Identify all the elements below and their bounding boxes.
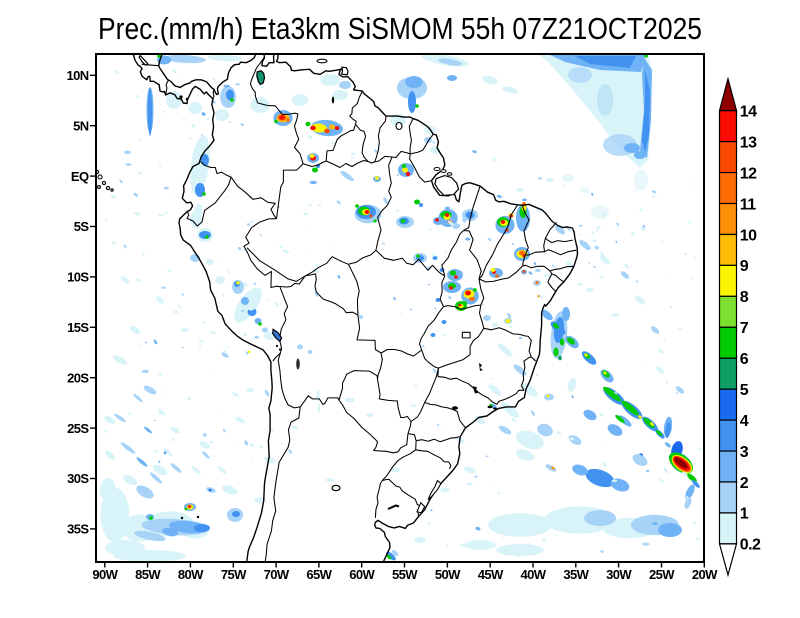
svg-text:15S: 15S [67, 320, 89, 335]
svg-text:7: 7 [740, 320, 749, 337]
svg-text:13: 13 [740, 134, 757, 151]
svg-text:4: 4 [740, 413, 749, 430]
svg-text:70W: 70W [264, 567, 290, 582]
svg-text:75W: 75W [221, 567, 247, 582]
svg-text:12: 12 [740, 165, 757, 182]
svg-text:9: 9 [740, 258, 749, 275]
svg-text:20W: 20W [692, 567, 718, 582]
svg-text:25W: 25W [649, 567, 675, 582]
svg-text:2: 2 [740, 475, 749, 492]
svg-text:5: 5 [740, 382, 749, 399]
svg-text:50W: 50W [435, 567, 461, 582]
svg-text:10S: 10S [67, 270, 89, 285]
svg-text:EQ: EQ [71, 169, 89, 184]
svg-text:5N: 5N [73, 118, 89, 133]
svg-text:8: 8 [740, 289, 749, 306]
svg-text:90W: 90W [92, 567, 118, 582]
svg-text:30W: 30W [606, 567, 632, 582]
svg-text:35W: 35W [563, 567, 589, 582]
svg-text:Prec.(mm/h) Eta3km SiSMOM 55h: Prec.(mm/h) Eta3km SiSMOM 55h 07Z21OCT20… [98, 11, 702, 46]
svg-text:55W: 55W [392, 567, 418, 582]
svg-text:65W: 65W [306, 567, 332, 582]
svg-text:10: 10 [740, 227, 757, 244]
svg-text:80W: 80W [178, 567, 204, 582]
svg-text:25S: 25S [67, 421, 89, 436]
svg-text:3: 3 [740, 444, 749, 461]
svg-text:0.2: 0.2 [740, 537, 761, 554]
svg-text:45W: 45W [478, 567, 504, 582]
svg-text:10N: 10N [66, 68, 88, 83]
svg-text:85W: 85W [135, 567, 161, 582]
svg-text:60W: 60W [349, 567, 375, 582]
svg-text:35S: 35S [67, 522, 89, 537]
svg-text:40W: 40W [521, 567, 547, 582]
svg-text:1: 1 [740, 506, 749, 523]
svg-text:14: 14 [740, 104, 757, 121]
svg-text:6: 6 [740, 351, 749, 368]
svg-text:30S: 30S [67, 471, 89, 486]
svg-text:20S: 20S [67, 370, 89, 385]
svg-text:5S: 5S [74, 219, 90, 234]
svg-text:11: 11 [740, 196, 757, 213]
